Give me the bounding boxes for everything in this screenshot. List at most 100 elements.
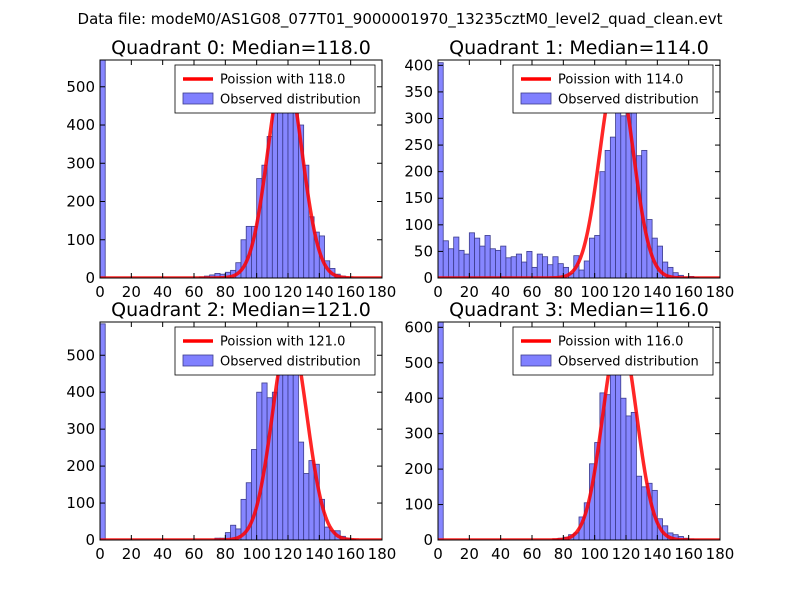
histogram-bar [292, 360, 299, 540]
histogram-bar [438, 62, 444, 278]
y-tick-label: 400 [66, 116, 95, 134]
histogram-bar [536, 253, 543, 278]
histogram-bar [489, 248, 496, 278]
x-tick-label: 60 [522, 545, 541, 563]
histogram-bar [583, 260, 590, 278]
histogram-bar [609, 136, 616, 278]
y-tick-label: 100 [404, 216, 433, 234]
x-tick-label: 100 [580, 283, 609, 301]
legend-bar-swatch [182, 354, 214, 367]
legend-box [174, 326, 376, 376]
x-tick-label: 140 [305, 283, 334, 301]
legend-box [512, 326, 714, 376]
y-tick-label: 500 [404, 354, 433, 372]
x-tick-label: 80 [554, 545, 573, 563]
histogram-bar [474, 237, 481, 278]
x-tick-label: 140 [643, 545, 672, 563]
histogram-bar [438, 322, 444, 540]
x-tick-label: 0 [433, 545, 443, 563]
histogram-bar [292, 107, 299, 278]
histogram-bar [620, 397, 627, 540]
x-tick-label: 0 [95, 283, 105, 301]
y-tick-label: 0 [423, 269, 433, 287]
legend-label-fit: Poission with 121.0 [220, 335, 345, 350]
histogram-bar [453, 236, 460, 278]
x-tick-label: 120 [274, 283, 303, 301]
y-tick-label: 500 [66, 346, 95, 364]
y-tick-label: 200 [66, 193, 95, 211]
y-tick-label: 50 [414, 242, 433, 260]
subplot-quadrant-1: Quadrant 1: Median=114.0 0 20 40 60 80 100 120… [404, 37, 734, 301]
x-tick-label: 60 [522, 283, 541, 301]
histogram-bar [271, 103, 278, 278]
legend-bar-swatch [520, 92, 552, 105]
subplot-quadrant-3: Quadrant 3: Median=116.0 0 20 40 60 80 100 120… [404, 299, 734, 563]
histogram-bar [641, 486, 648, 540]
plot-area [438, 322, 720, 540]
histogram-bar [458, 249, 465, 278]
y-tick-label: 300 [66, 420, 95, 438]
subplot-title: Quadrant 3: Median=116.0 [449, 299, 709, 321]
histogram-bar [542, 256, 549, 278]
legend-label-fit: Poission with 116.0 [558, 335, 683, 350]
y-tick-label: 200 [66, 457, 95, 475]
y-tick-label: 400 [404, 389, 433, 407]
x-tick-label: 80 [216, 545, 235, 563]
poisson-fit-line [100, 331, 382, 540]
subplot-title: Quadrant 2: Median=121.0 [111, 299, 371, 321]
poisson-fit-line [438, 330, 720, 540]
y-tick-label: 150 [404, 189, 433, 207]
subplot-quadrant-2: Quadrant 2: Median=121.0 0 20 40 60 80 100 120… [66, 299, 396, 563]
histogram-bar [578, 269, 585, 278]
x-tick-label: 100 [580, 545, 609, 563]
histogram-bar [287, 367, 294, 540]
histogram-bar [505, 257, 512, 278]
legend: Poission with 114.0 Observed distribution [512, 64, 714, 114]
x-tick-label: 120 [274, 545, 303, 563]
x-tick-label: 180 [706, 283, 735, 301]
histogram-bar [303, 473, 310, 540]
subplot-quadrant-0: Quadrant 0: Median=118.0 0 20 40 60 80 100 120… [66, 37, 396, 301]
x-tick-label: 160 [336, 545, 365, 563]
y-tick-label: 100 [66, 231, 95, 249]
histogram-bar [589, 237, 596, 278]
histogram-bar [630, 411, 637, 540]
histogram-bar [298, 441, 305, 540]
x-tick-label: 180 [706, 545, 735, 563]
histogram-bar [442, 240, 449, 278]
histogram-bar [100, 60, 106, 278]
plot-area [438, 62, 720, 278]
legend-label-observed: Observed distribution [220, 93, 361, 108]
histogram-bar [599, 171, 606, 278]
histogram-bar [630, 96, 637, 278]
x-tick-label: 0 [95, 545, 105, 563]
x-tick-label: 100 [242, 545, 271, 563]
legend-label-observed: Observed distribution [558, 93, 699, 108]
x-tick-label: 180 [368, 545, 397, 563]
legend-label-observed: Observed distribution [220, 355, 361, 370]
histogram-bar [615, 91, 622, 278]
y-tick-label: 600 [404, 318, 433, 336]
y-tick-label: 300 [66, 154, 95, 172]
x-tick-label: 0 [433, 283, 443, 301]
histogram-bar [521, 261, 528, 278]
y-tick-label: 350 [404, 83, 433, 101]
axes-frame [99, 59, 383, 279]
legend-box [174, 64, 376, 114]
x-tick-label: 40 [153, 283, 172, 301]
histogram-bar [552, 256, 559, 278]
x-tick-label: 100 [242, 283, 271, 301]
figure-suptitle: Data file: modeM0/AS1G08_077T01_90000019… [78, 10, 723, 29]
poisson-fit-line [100, 65, 382, 278]
histogram-bar [510, 256, 517, 278]
x-tick-label: 60 [184, 283, 203, 301]
y-tick-label: 0 [423, 531, 433, 549]
x-tick-label: 20 [460, 283, 479, 301]
histogram-bar [625, 415, 632, 540]
histogram-bar [594, 235, 601, 278]
plot-area [100, 323, 382, 540]
x-tick-label: 20 [122, 545, 141, 563]
histogram-bar [251, 449, 258, 540]
histogram-bar [547, 264, 554, 278]
x-tick-label: 120 [612, 545, 641, 563]
